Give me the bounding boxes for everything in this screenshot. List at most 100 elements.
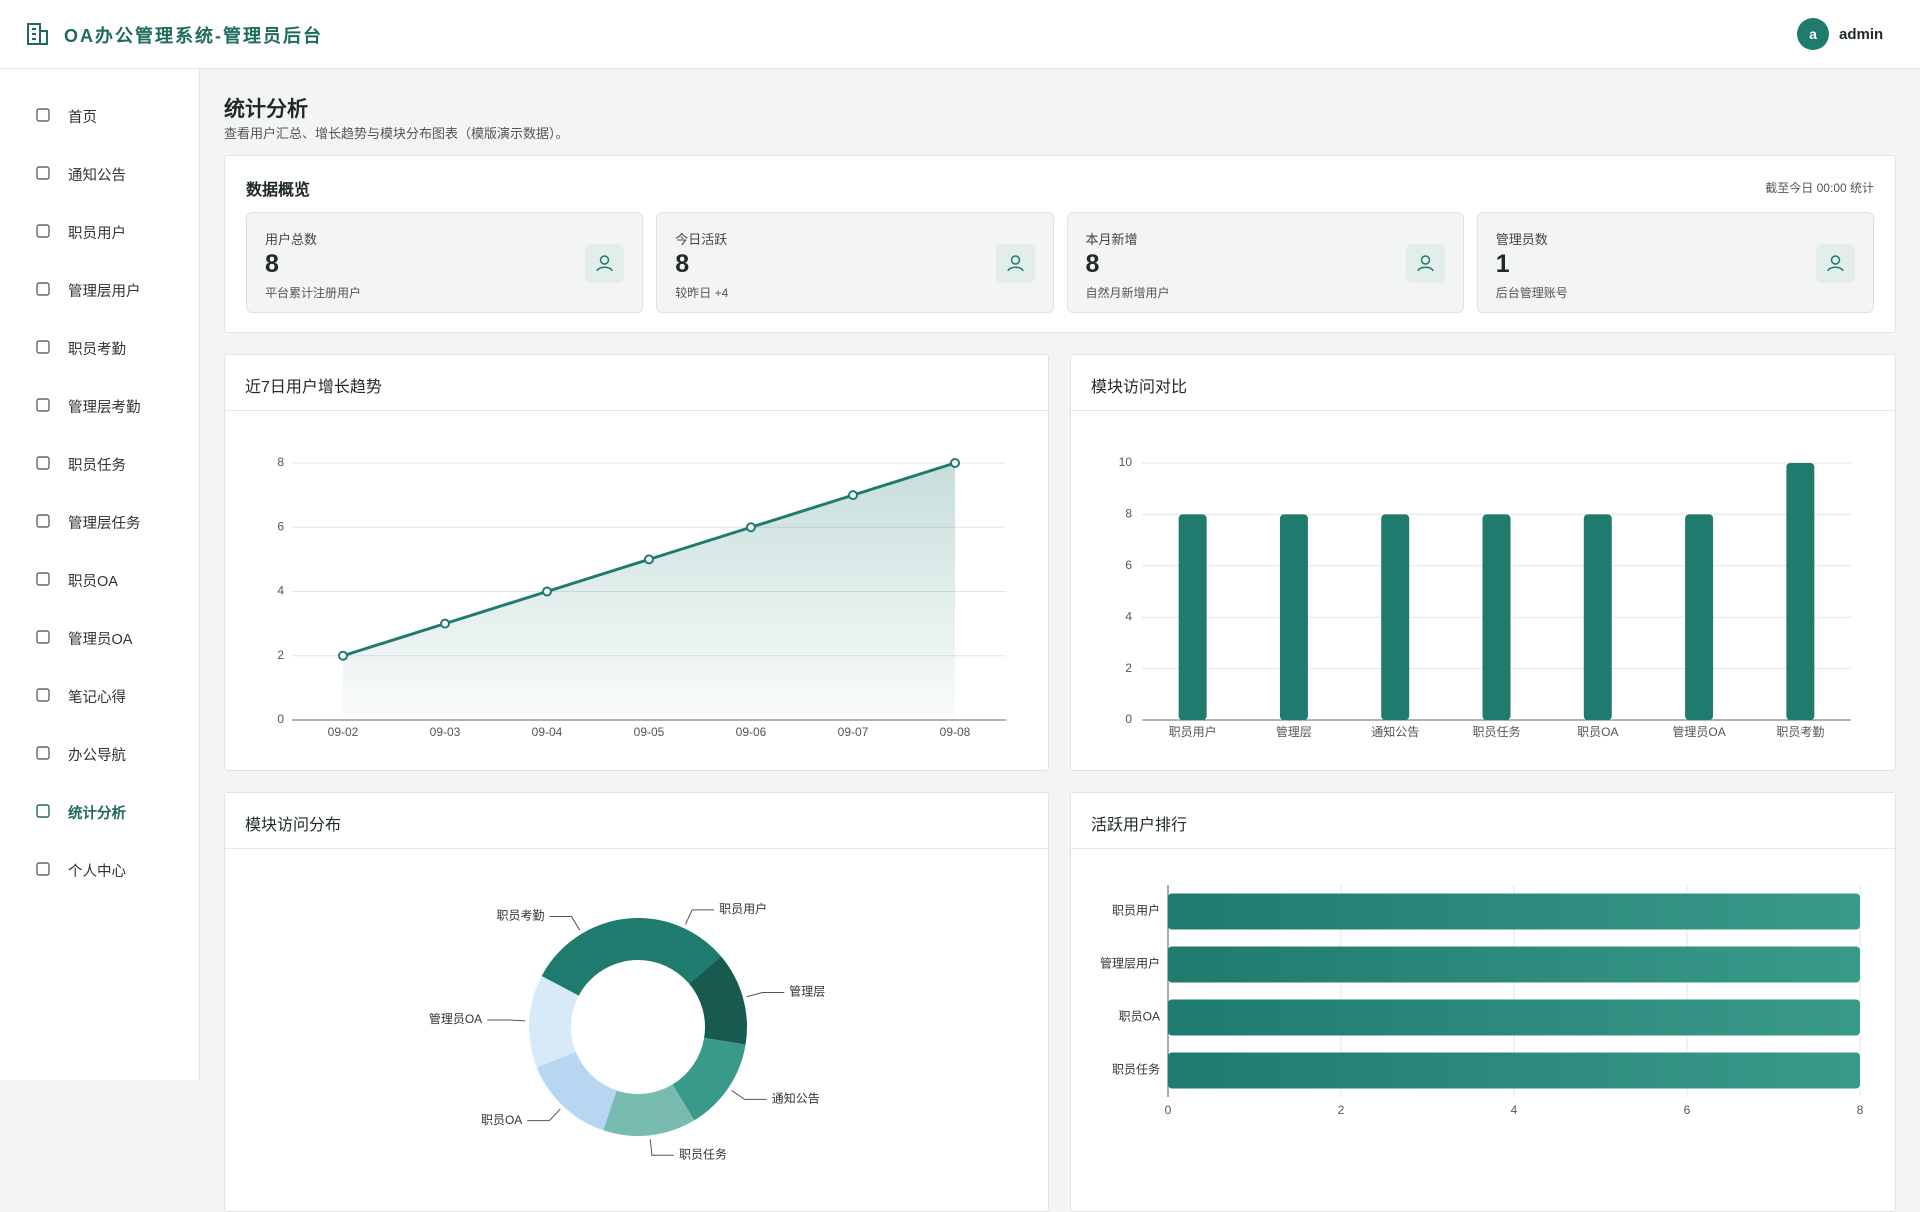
icon-shape [1006, 266, 1024, 272]
nav-item[interactable]: 职员任务 [0, 443, 199, 483]
stat-card: 今日活跃 8 较昨日 +4 [656, 212, 1054, 313]
stat-icon [585, 244, 625, 283]
x-tick-label: 09-06 [736, 725, 767, 739]
point [338, 650, 348, 661]
nav-item[interactable]: 笔记心得 [0, 675, 199, 715]
nav-item[interactable]: 职员用户 [0, 211, 199, 251]
point [542, 586, 552, 597]
chart: 0 2 4 6 8 09-02 09-03 09-04 09-05 09-06 09-07 09-08 [277, 455, 1006, 739]
stat-label: 管理员数 [1495, 232, 1548, 247]
icon-shape [36, 398, 50, 412]
nav-label: 通知公告 [68, 168, 126, 184]
nav-icon [36, 746, 50, 760]
bar [1168, 946, 1860, 983]
icon-shape [36, 804, 50, 818]
leader-line [487, 1019, 526, 1022]
nav-icon [36, 398, 50, 412]
point [950, 458, 960, 468]
x-tick-label: 09-07 [838, 725, 869, 739]
stat-note: 平台累计注册用户 [265, 286, 362, 300]
nav-item[interactable]: 职员考勤 [0, 327, 199, 367]
nav-icon [36, 224, 50, 238]
nav-item[interactable]: 管理层任务 [0, 501, 199, 541]
x-tick-label: 09-02 [328, 725, 359, 739]
nav-item[interactable]: 管理层用户 [0, 269, 199, 309]
x-tick-label: 09-08 [940, 725, 971, 739]
icon-shape [36, 224, 50, 238]
point [440, 618, 450, 629]
chart-title: 活跃用户排行 [1071, 793, 1895, 849]
bar [1168, 1052, 1860, 1089]
leader-line [731, 1090, 767, 1100]
icon [1417, 255, 1434, 272]
nav-label: 办公导航 [68, 748, 126, 764]
bar [1685, 514, 1714, 720]
pie-slice [638, 918, 722, 984]
nav-icon [36, 572, 50, 586]
nav-icon [36, 514, 50, 528]
nav-item[interactable]: 通知公告 [0, 153, 199, 193]
y-tick-label: 4 [1125, 609, 1132, 623]
card-title: 数据概览 [246, 182, 311, 199]
nav-label: 首页 [68, 110, 97, 126]
stat-note: 自然月新增用户 [1085, 286, 1170, 300]
icon [596, 255, 613, 272]
page-subtitle: 查看用户汇总、增长趋势与模块分布图表（模版演示数据）。 [224, 126, 569, 141]
leader-line [649, 1139, 674, 1156]
nav-item[interactable]: 管理员OA [0, 617, 199, 657]
nav-item[interactable]: 统计分析 [0, 791, 199, 831]
stats: 用户总数 8 平台累计注册用户 今日活跃 8 较昨日 +4 本月新增 8 自然月新增用户 管理员数… [246, 212, 1874, 313]
header: OA办公管理系统-管理员后台 a admin [0, 0, 1920, 69]
nav-label: 统计分析 [68, 806, 126, 822]
nav-item[interactable]: 职员OA [0, 559, 199, 599]
x-tick-label: 通知公告 [1371, 725, 1419, 739]
x-tick-label: 8 [1857, 1103, 1864, 1117]
slice-label: 管理员OA [429, 1011, 482, 1026]
stat-label: 本月新增 [1085, 232, 1138, 247]
nav-icon [36, 108, 50, 122]
chart-card: 近7日用户增长趋势 0 2 4 6 8 09-02 09-03 09-04 09-05 09-06 0… [224, 354, 1049, 771]
leader-line [684, 909, 715, 925]
icon-shape [596, 266, 613, 272]
nav-item[interactable]: 首页 [0, 95, 199, 135]
icon-shape [36, 456, 50, 470]
bar [1482, 514, 1511, 720]
x-tick-label: 4 [1511, 1103, 1518, 1117]
nav-item[interactable]: 办公导航 [0, 733, 199, 773]
nav-item[interactable]: 管理层考勤 [0, 385, 199, 425]
slice-label: 职员任务 [679, 1146, 727, 1161]
y-tick-label: 0 [1125, 712, 1132, 726]
stat-label: 今日活跃 [675, 232, 728, 247]
bar [1583, 514, 1612, 720]
y-tick-label: 职员任务 [1112, 1062, 1160, 1077]
pie-slice [536, 1051, 617, 1131]
bar [1168, 999, 1860, 1036]
icon-shape [36, 630, 50, 644]
nav-icon [36, 340, 50, 354]
chart: 0 2 4 6 8 10 职员用户 管理层 通知公告 职员任务 职员OA 管理员OA 职员考勤 [1119, 455, 1851, 739]
icon-shape [36, 688, 50, 702]
avatar[interactable]: a [1797, 18, 1829, 50]
x-tick-label: 09-05 [634, 725, 665, 739]
chart-card: 模块访问对比 0 2 4 6 8 10 职员用户 管理层 通知公告 职员任务 职员OA 管理员OA 职员考… [1070, 354, 1896, 771]
bar [1381, 514, 1410, 720]
username[interactable]: admin [1839, 26, 1884, 43]
leader-line [549, 915, 581, 931]
icon-shape [36, 282, 50, 296]
y-tick-label: 8 [277, 455, 284, 469]
y-tick-label: 职员用户 [1112, 903, 1160, 918]
chart-title: 模块访问分布 [225, 793, 1048, 849]
y-tick-label: 职员OA [1119, 1010, 1160, 1024]
icon [1827, 255, 1844, 272]
nav-label: 管理层用户 [68, 284, 141, 300]
x-tick-label: 09-04 [532, 725, 563, 739]
bar [1178, 514, 1207, 720]
stat-value: 8 [675, 250, 690, 278]
chart-title: 模块访问对比 [1071, 355, 1895, 411]
y-tick-label: 8 [1125, 507, 1132, 521]
chart-card: 模块访问分布职员用户 管理层 通知公告 职员任务 职员OA 管理员OA 职员考勤 [224, 792, 1049, 1212]
pie-slice [529, 975, 579, 1068]
nav-item[interactable]: 个人中心 [0, 849, 199, 889]
